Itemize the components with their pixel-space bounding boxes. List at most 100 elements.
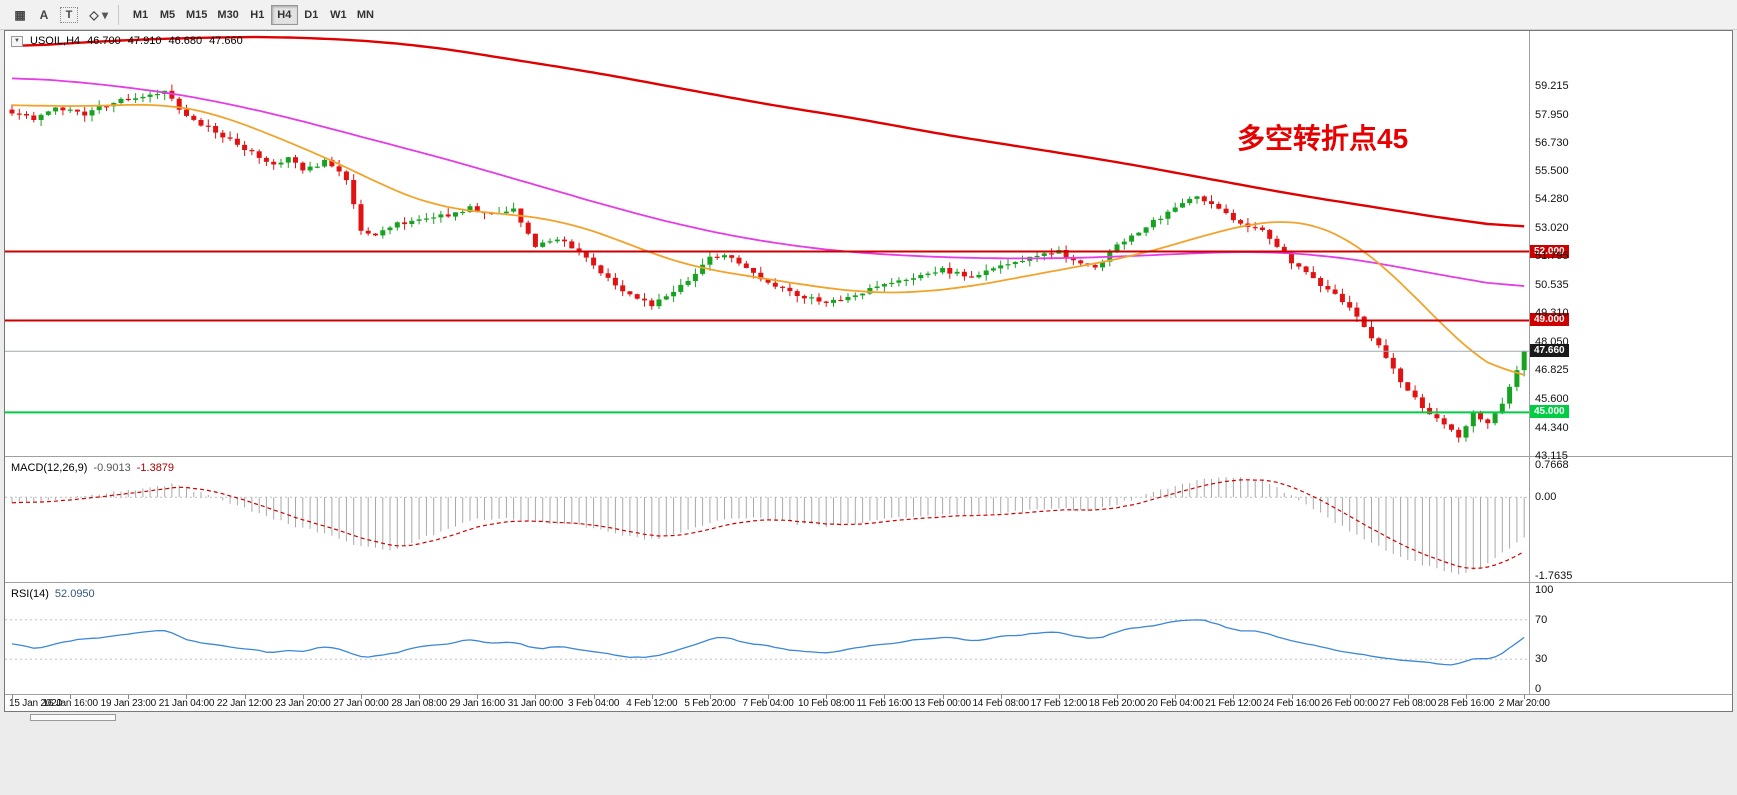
time-tick <box>942 695 944 699</box>
time-tick <box>1524 695 1526 699</box>
price-axis-label: 57.950 <box>1535 108 1569 121</box>
time-tick <box>709 695 711 699</box>
time-axis-label: 28 Feb 16:00 <box>1437 698 1495 709</box>
pane-separator[interactable] <box>5 582 1732 583</box>
timeframe-button-m30[interactable]: M30 <box>217 8 239 21</box>
toolbar-separator <box>118 4 119 25</box>
macd-signal-value: -1.3879 <box>136 462 175 474</box>
price-axis-label: 53.020 <box>1535 222 1569 235</box>
time-tick <box>1117 695 1119 699</box>
time-tick <box>593 695 595 699</box>
toolbar: ▦ A T ◇ ▾ M1 M5 M15 M30 H1 H4 D1 W1 MN <box>0 0 1737 30</box>
time-axis-label: 19 Jan 23:00 <box>100 698 157 709</box>
timeframe-button-h4[interactable]: H4 <box>270 4 298 25</box>
time-axis-label: 27 Jan 00:00 <box>333 698 389 709</box>
time-tick <box>884 695 886 699</box>
chart-grid-icon[interactable]: ▦ <box>14 7 26 22</box>
text-annotation-icon[interactable]: A <box>39 7 49 22</box>
time-axis-label: 22 Jan 12:00 <box>216 698 273 709</box>
time-axis-line <box>5 694 1732 695</box>
time-axis-label: 18 Feb 20:00 <box>1088 698 1146 709</box>
time-tick <box>826 695 828 699</box>
shapes-icon[interactable]: ◇ <box>89 7 99 22</box>
time-axis-label: 11 Feb 16:00 <box>856 698 913 709</box>
timeframe-button-mn[interactable]: MN <box>356 8 374 21</box>
price-axis-label: 48.050 <box>1535 336 1569 349</box>
timeframe-button-d1[interactable]: D1 <box>304 8 319 21</box>
time-axis-label: 23 Jan 20:00 <box>275 698 331 709</box>
price-axis-label: 44.340 <box>1535 421 1569 434</box>
time-axis-label: 17 Feb 12:00 <box>1030 698 1088 709</box>
time-axis-label: 13 Feb 00:00 <box>914 698 971 709</box>
timeframe-button-m5[interactable]: M5 <box>159 8 176 21</box>
macd-pane[interactable] <box>5 458 1529 582</box>
macd-axis-label: -1.7635 <box>1535 569 1573 582</box>
price-axis-label: 45.600 <box>1535 392 1569 405</box>
time-tick <box>1058 695 1060 699</box>
timeframe-button-w1[interactable]: W1 <box>330 8 347 21</box>
pane-separator[interactable] <box>5 456 1732 457</box>
symbol-ohlc-line: ▼ USOIL,H4 46.700 47.910 46.680 47.660 <box>11 35 243 47</box>
price-axis-label: 50.535 <box>1535 279 1569 292</box>
chart-annotation-text[interactable]: 多空转折点45 <box>1237 123 1409 154</box>
time-tick <box>1000 695 1002 699</box>
time-axis-label: 5 Feb 20:00 <box>684 698 736 709</box>
time-axis-label: 29 Jan 16:00 <box>449 698 506 709</box>
time-axis-label: 21 Feb 12:00 <box>1205 698 1262 709</box>
price-axis[interactable]: 52.000 49.000 45.000 47.660 59.215 57.950 56.7… <box>5 31 1732 713</box>
rsi-title-text: RSI(14) <box>11 588 49 600</box>
main-chart[interactable] <box>5 31 1529 456</box>
ohlc-low: 46.680 <box>168 35 203 47</box>
ohlc-close: 47.660 <box>209 35 243 47</box>
price-axis-label: 43.115 <box>1535 449 1568 462</box>
price-axis-label: 56.730 <box>1535 136 1569 149</box>
rsi-pane[interactable] <box>5 584 1529 694</box>
price-axis-border <box>1529 31 1530 694</box>
text-box-icon[interactable]: T <box>60 6 78 23</box>
chart-window[interactable]: ▼ USOIL,H4 46.700 47.910 46.680 47.660 多… <box>4 30 1733 712</box>
time-axis-label: 10 Feb 08:00 <box>797 698 855 709</box>
rsi-axis-label: 100 <box>1535 584 1554 596</box>
rsi-value: 52.0950 <box>54 588 95 600</box>
collapse-chart-button[interactable]: ▼ <box>11 35 23 47</box>
time-tick <box>186 695 188 699</box>
time-tick <box>535 695 537 699</box>
time-tick <box>128 695 130 699</box>
time-axis-label: 16 Jan 16:00 <box>42 698 98 709</box>
timeframe-button-h1[interactable]: H1 <box>250 8 265 21</box>
ohlc-high: 47.910 <box>127 35 162 47</box>
time-axis-label: 15 Jan 2020 <box>9 698 62 709</box>
price-axis-label: 46.825 <box>1535 364 1569 377</box>
price-line-tag: 45.000 <box>1530 405 1569 419</box>
rsi-axis-label: 70 <box>1535 613 1548 626</box>
rsi-indicator-label: RSI(14) 52.0950 <box>11 588 95 600</box>
time-tick <box>419 695 421 699</box>
ohlc-open: 46.700 <box>87 35 121 47</box>
time-axis-label: 7 Feb 04:00 <box>742 698 794 709</box>
time-tick <box>1407 695 1409 699</box>
time-axis-label: 2 Mar 20:00 <box>1498 698 1550 709</box>
timeframe-button-m1[interactable]: M1 <box>132 8 149 21</box>
time-axis[interactable]: 15 Jan 2020 16 Jan 16:00 19 Jan 23:00 21 Ja… <box>5 31 1732 713</box>
time-tick <box>302 695 304 699</box>
macd-axis-label: 0.7668 <box>1535 459 1569 471</box>
time-axis-label: 14 Feb 08:00 <box>972 698 1029 709</box>
time-axis-label: 4 Feb 12:00 <box>626 698 678 709</box>
price-axis-label: 54.280 <box>1535 193 1569 206</box>
horizontal-scrollbar-thumb[interactable] <box>30 714 116 721</box>
price-line-tag: 52.000 <box>1530 244 1569 258</box>
time-tick <box>1291 695 1293 699</box>
current-price-tag: 47.660 <box>1530 344 1569 358</box>
time-axis-label: 24 Feb 16:00 <box>1263 698 1320 709</box>
time-axis-label: 21 Jan 04:00 <box>158 698 215 709</box>
price-axis-label: 51.795 <box>1535 250 1569 263</box>
time-tick <box>1466 695 1467 699</box>
price-axis-label: 59.215 <box>1535 79 1569 92</box>
dropdown-arrow-icon[interactable]: ▾ <box>101 7 109 22</box>
timeframe-button-m15[interactable]: M15 <box>186 8 208 21</box>
time-tick <box>477 695 479 699</box>
time-tick <box>1349 695 1351 699</box>
macd-indicator-label: MACD(12,26,9) -0.9013 -1.3879 <box>11 462 174 474</box>
rsi-axis-label: 0 <box>1535 683 1542 695</box>
time-tick <box>1233 695 1235 699</box>
